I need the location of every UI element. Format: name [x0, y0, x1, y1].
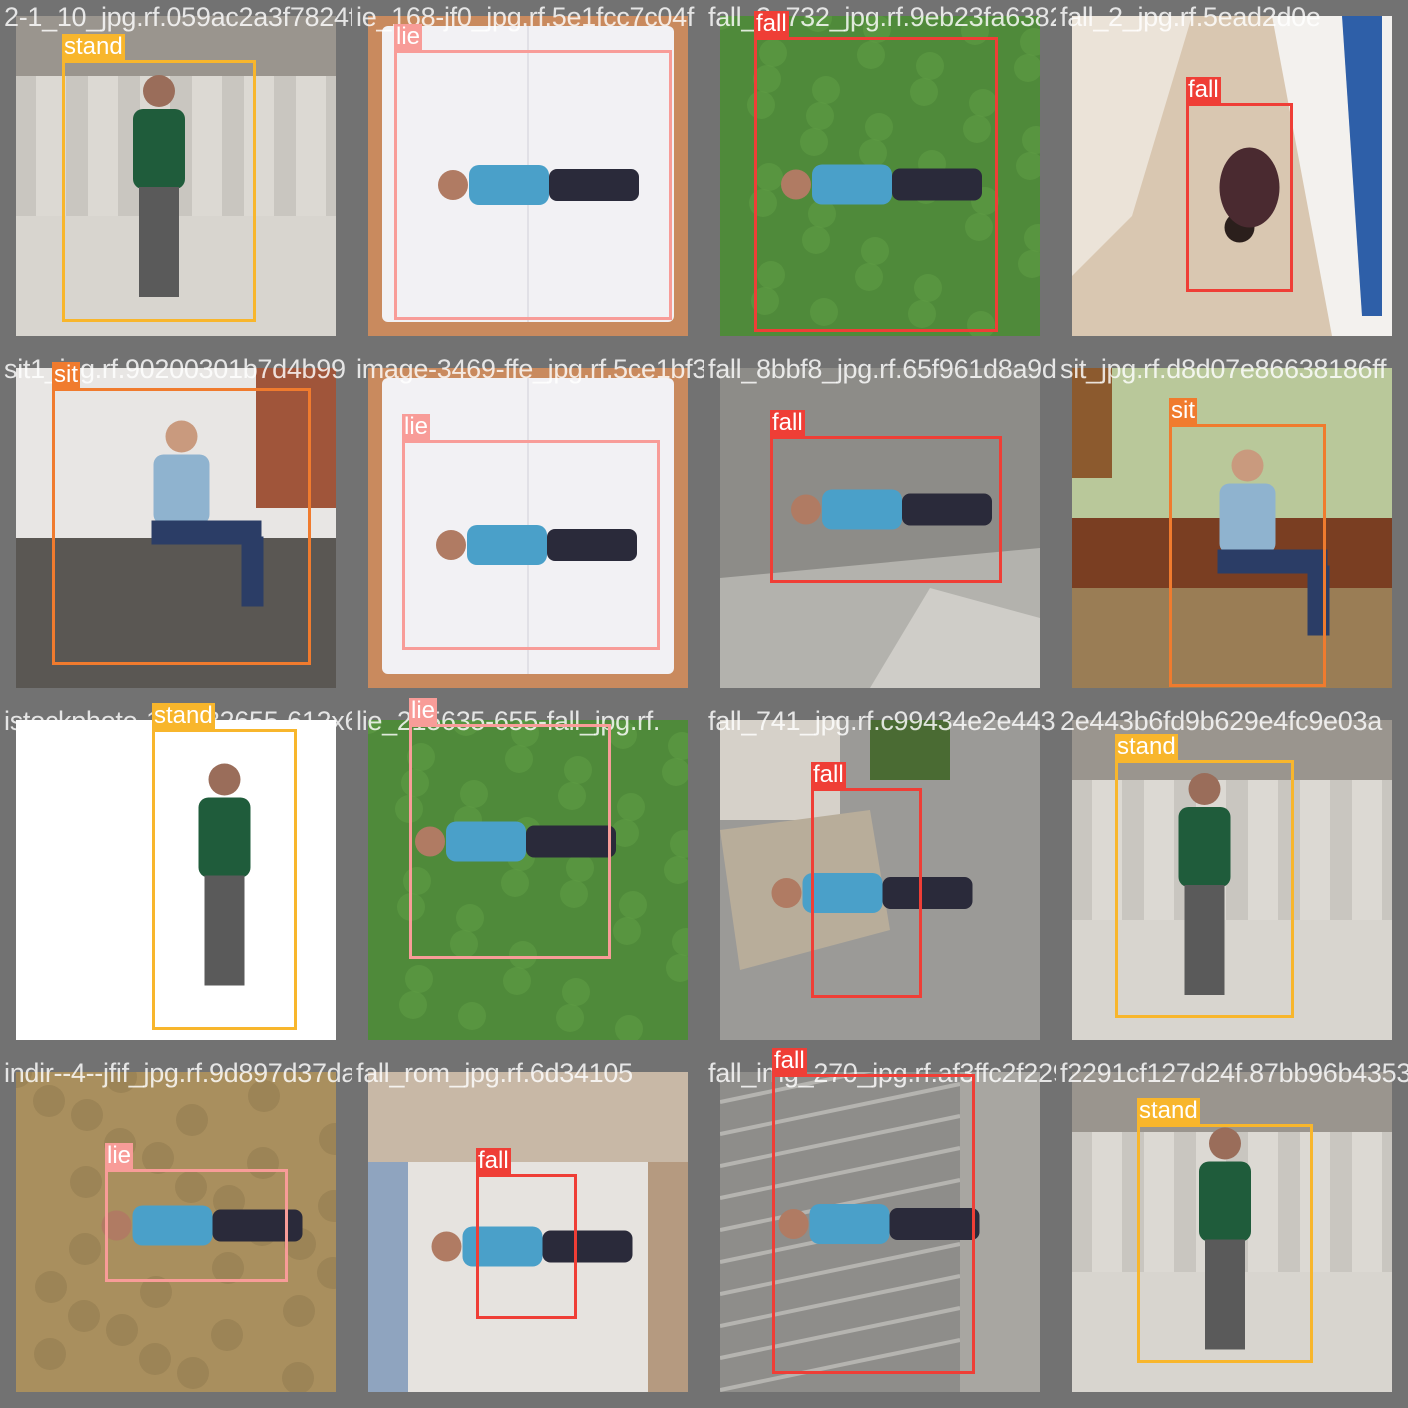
mosaic-tile: 2e443b6fd9b629e4fc9e03a: [1056, 704, 1408, 1056]
photo-thumbnail: [1072, 368, 1392, 688]
mosaic-tile: ie_168-jf0_jpg.rf.5e1fcc7c04f: [352, 0, 704, 352]
photo-thumbnail: [720, 368, 1040, 688]
mosaic-tile: sit1_jpg.rf.90200301b7d4b99: [0, 352, 352, 704]
mosaic-tile: 2-1_10_jpg.rf.059ac2a3f7824fd6148-d0_jpg…: [0, 0, 352, 352]
mosaic-tile: f2291cf127d24f.87bb96b43530: [1056, 1056, 1408, 1408]
photo-thumbnail: [1072, 16, 1392, 336]
photo-thumbnail: [1072, 720, 1392, 1040]
mosaic-tile: fall_img_270_jpg.rf.af3ffc2f2291cf127d24: [704, 1056, 1056, 1408]
mosaic-tile: sit_jpg.rf.d8d07e86638186ff: [1056, 352, 1408, 704]
photo-thumbnail: [368, 720, 688, 1040]
photo-thumbnail: [368, 16, 688, 336]
photo-thumbnail: [16, 368, 336, 688]
mosaic-tile: fall_8bbf8_jpg.rf.65f961d8a9d1c57d8a077e…: [704, 352, 1056, 704]
photo-thumbnail: [16, 720, 336, 1040]
mosaic-tile: fall_741_jpg.rf.c99434e2e443b6fd9b629e4f…: [704, 704, 1056, 1056]
photo-thumbnail: [368, 1072, 688, 1392]
photo-thumbnail: [720, 720, 1040, 1040]
mosaic-tile: fall_2_jpg.rf.5ead2d0e: [1056, 0, 1408, 352]
photo-thumbnail: [16, 16, 336, 336]
photo-thumbnail: [720, 1072, 1040, 1392]
mosaic-tile: istockphoto-100582655-612x612_jpg.rf.057…: [0, 704, 352, 1056]
mosaic-tile: fall_rom_jpg.rf.6d34105: [352, 1056, 704, 1408]
mosaic-tile: indir--4--jfif_jpg.rf.9d897d37dab7035813…: [0, 1056, 352, 1408]
mosaic-tile: image-3469-ffe_jpg.rf.5ce1bf32b8bf866: [352, 352, 704, 704]
photo-thumbnail: [368, 368, 688, 688]
mosaic-tile: fall_3_732_jpg.rf.9eb23fa6382d0a9e4f: [704, 0, 1056, 352]
photo-thumbnail: [1072, 1072, 1392, 1392]
photo-thumbnail: [720, 16, 1040, 336]
mosaic-tile: lie_215635-655-fall_jpg.rf.: [352, 704, 704, 1056]
photo-thumbnail: [16, 1072, 336, 1392]
